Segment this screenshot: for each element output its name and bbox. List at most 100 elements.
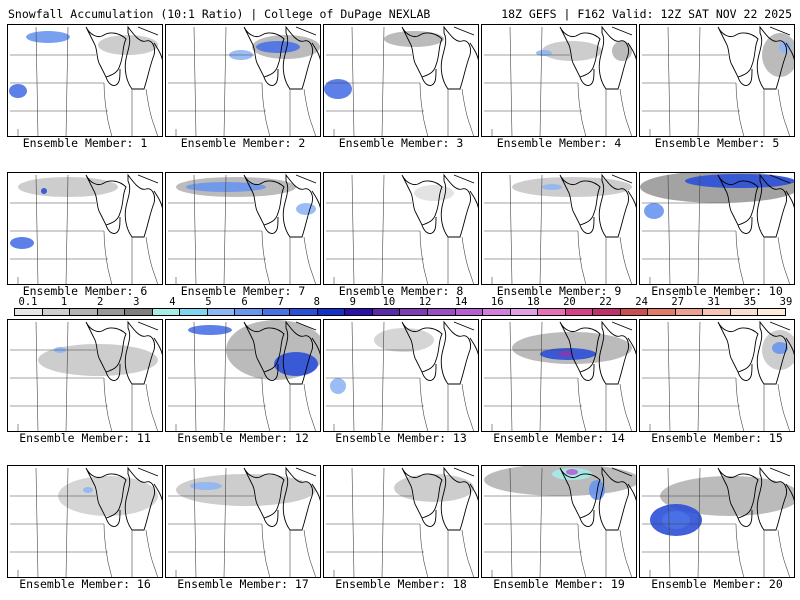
ensemble-member-map	[7, 172, 163, 285]
ensemble-member-map	[481, 319, 637, 432]
snowfall-area	[542, 184, 562, 190]
colorbar-tick-label: 24	[635, 296, 648, 308]
colorbar-swatch	[538, 309, 566, 315]
ensemble-member-map	[7, 465, 163, 578]
snowfall-area	[644, 203, 664, 219]
snowfall-area	[274, 352, 318, 376]
colorbar-tick-label: 31	[707, 296, 721, 308]
ensemble-member-map	[165, 465, 321, 578]
snowfall-area	[612, 41, 632, 61]
colorbar-swatch	[730, 309, 759, 315]
colorbar-swatch	[620, 309, 649, 315]
colorbar-swatch	[317, 309, 346, 315]
map-canvas	[326, 320, 478, 431]
snowfall-colorbar	[14, 308, 786, 316]
ensemble-member-map	[165, 319, 321, 432]
ensemble-member-label: Ensemble Member: 6	[22, 284, 148, 298]
colorbar-swatch	[703, 309, 731, 315]
snowfall-area	[296, 203, 316, 215]
ensemble-member-label: Ensemble Member: 2	[180, 136, 306, 150]
colorbar-tick-label: 12	[418, 296, 432, 308]
colorbar-tick-label: 7	[277, 296, 284, 308]
ensemble-member-label: Ensemble Member: 14	[493, 431, 625, 445]
snowfall-area	[10, 237, 34, 249]
ensemble-member-label: Ensemble Member: 11	[19, 431, 151, 445]
colorbar-swatch	[510, 309, 539, 315]
colorbar-swatch	[648, 309, 676, 315]
snowfall-area	[394, 474, 474, 502]
colorbar-swatch	[15, 309, 43, 315]
snowfall-area	[414, 185, 454, 201]
ensemble-member-label: Ensemble Member: 13	[335, 431, 467, 445]
colorbar-swatch	[345, 309, 373, 315]
colorbar-swatch	[152, 309, 181, 315]
snowfall-area	[536, 50, 552, 56]
ensemble-member-map	[639, 172, 795, 285]
colorbar-tick-label: 6	[241, 296, 248, 308]
snowfall-area	[542, 41, 602, 61]
snowfall-area	[384, 31, 444, 47]
ensemble-member-map	[165, 172, 321, 285]
ensemble-member-label: Ensemble Member: 17	[177, 577, 309, 591]
model-run-valid-time: 18Z GEFS | F162 Valid: 12Z SAT NOV 22 20…	[501, 7, 792, 21]
colorbar-tick-label: 5	[205, 296, 212, 308]
map-canvas	[642, 25, 794, 136]
colorbar-tick-label: 35	[743, 296, 757, 308]
ensemble-member-label: Ensemble Member: 16	[19, 577, 151, 591]
ensemble-member-map	[7, 319, 163, 432]
colorbar-tick-label: 22	[599, 296, 612, 308]
colorbar-tick-label: 4	[169, 296, 176, 308]
map-canvas	[484, 466, 636, 577]
ensemble-member-map	[323, 319, 479, 432]
colorbar-swatch	[758, 309, 785, 315]
snowfall-area	[512, 177, 632, 197]
colorbar-swatch	[97, 309, 126, 315]
ensemble-member-map	[165, 24, 321, 137]
ensemble-member-label: Ensemble Member: 4	[496, 136, 622, 150]
snowfall-area	[9, 84, 27, 98]
snowfall-area	[98, 35, 158, 55]
map-canvas	[168, 466, 320, 577]
ensemble-member-map	[639, 465, 795, 578]
snowfall-area	[772, 342, 788, 354]
ensemble-member-label: Ensemble Member: 5	[654, 136, 780, 150]
ensemble-member-map	[639, 319, 795, 432]
map-canvas	[484, 173, 636, 284]
ensemble-member-label: Ensemble Member: 19	[493, 577, 625, 591]
colorbar-swatch	[565, 309, 594, 315]
ensemble-member-map	[481, 24, 637, 137]
colorbar-swatch	[427, 309, 456, 315]
colorbar-swatch	[455, 309, 484, 315]
ensemble-member-label: Ensemble Member: 7	[180, 284, 306, 298]
snowfall-area	[41, 188, 47, 194]
ensemble-member-label: Ensemble Member: 3	[338, 136, 464, 150]
ensemble-member-map	[7, 24, 163, 137]
colorbar-tick-label: 20	[563, 296, 576, 308]
map-canvas	[484, 320, 636, 431]
snowfall-area	[190, 482, 222, 490]
ensemble-member-label: Ensemble Member: 9	[496, 284, 622, 298]
snowfall-area	[188, 325, 232, 335]
colorbar-tick-label: 1	[60, 296, 68, 308]
ensemble-member-label: Ensemble Member: 1	[22, 136, 148, 150]
colorbar-tick-label: 27	[671, 296, 685, 308]
snowfall-area	[256, 41, 300, 53]
map-canvas	[10, 320, 162, 431]
colorbar-swatch	[207, 309, 236, 315]
colorbar-labels: 0.1 1 2 3 4 5 6 7 8 9 10 12 14 16 18 20 22 24 27 31 35 39	[14, 296, 793, 308]
map-canvas	[324, 25, 478, 136]
map-canvas	[642, 320, 794, 431]
snowfall-area	[324, 79, 352, 99]
colorbar-swatch	[125, 309, 153, 315]
snowfall-area	[779, 41, 791, 53]
snowfall-area	[176, 474, 316, 506]
colorbar-tick-label: 14	[454, 296, 468, 308]
ensemble-member-map	[481, 172, 637, 285]
colorbar-tick-label: 39	[779, 296, 793, 308]
map-canvas	[9, 25, 162, 136]
snowfall-area	[83, 487, 93, 493]
snowfall-area	[558, 351, 574, 357]
snowfall-area	[762, 33, 794, 77]
snowfall-area	[662, 511, 690, 529]
ensemble-member-map	[639, 24, 795, 137]
